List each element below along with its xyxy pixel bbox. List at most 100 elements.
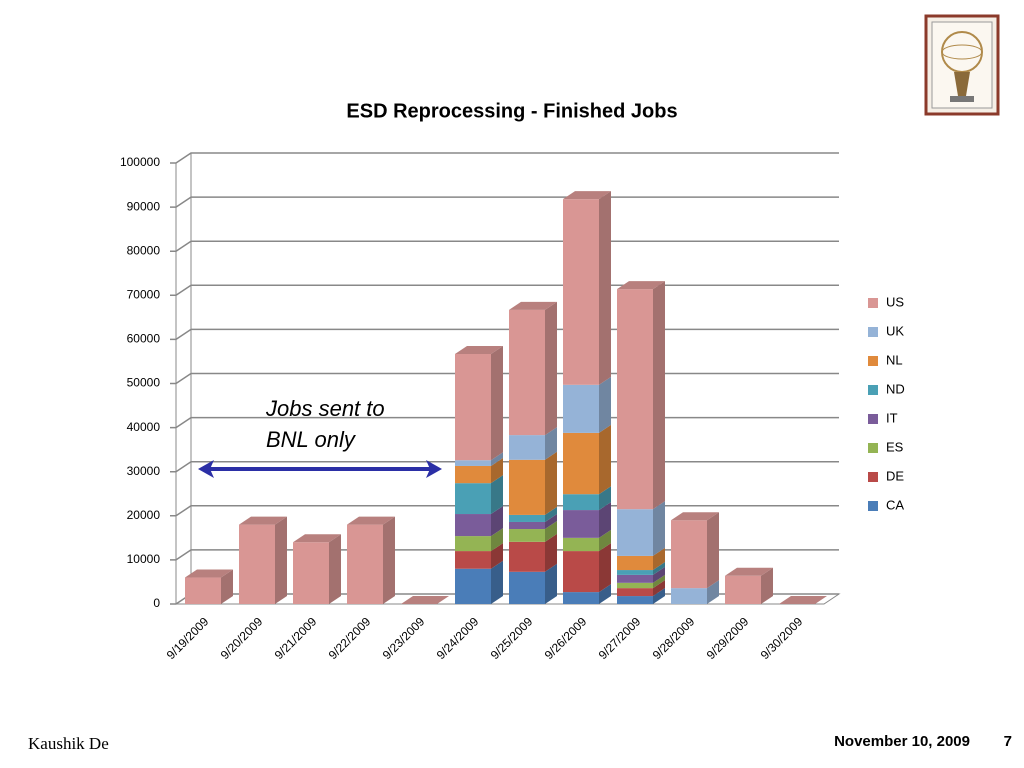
bar-side	[599, 543, 611, 593]
y-tick-label: 90000	[127, 199, 161, 213]
legend-label: CA	[886, 497, 904, 512]
legend-label: IT	[886, 410, 898, 425]
x-tick-label: 9/23/2009	[380, 614, 428, 662]
bar-side	[221, 569, 233, 604]
bar-top	[671, 512, 719, 521]
bar	[347, 524, 383, 604]
bar	[671, 588, 707, 604]
x-tick-label: 9/21/2009	[272, 614, 320, 662]
bar-side	[599, 529, 611, 552]
bar	[563, 432, 599, 495]
grid-line	[170, 196, 839, 208]
bar-side	[707, 512, 719, 589]
legend-label: UK	[886, 323, 904, 338]
bar-side	[653, 281, 665, 510]
bar	[563, 537, 599, 552]
bar-side	[545, 506, 557, 522]
chart-title: ESD Reprocessing - Finished Jobs	[346, 100, 677, 122]
bar-side	[545, 451, 557, 515]
y-tick-label: 70000	[127, 287, 161, 301]
y-tick-label: 60000	[127, 332, 161, 346]
bar-top	[401, 596, 449, 604]
bar	[671, 520, 707, 589]
bar-side	[383, 516, 395, 604]
x-tick-label: 9/30/2009	[758, 614, 806, 662]
bar-side	[653, 562, 665, 575]
x-tick-label: 9/24/2009	[434, 614, 482, 662]
logo	[924, 14, 1000, 116]
bar	[617, 574, 653, 583]
bar	[509, 571, 545, 604]
legend-swatch	[868, 356, 878, 366]
grid-line	[170, 240, 839, 252]
y-tick-label: 40000	[127, 420, 161, 434]
legend-swatch	[868, 298, 878, 308]
bar-side	[707, 580, 719, 604]
x-tick-label: 9/19/2009	[164, 614, 212, 662]
bar	[509, 514, 545, 522]
x-tick-label: 9/22/2009	[326, 614, 374, 662]
bar-side	[653, 566, 665, 583]
bar-side	[545, 513, 557, 530]
bar	[617, 509, 653, 556]
bar-side	[653, 574, 665, 589]
bar	[455, 460, 491, 466]
bar	[563, 384, 599, 433]
bar-top	[617, 281, 665, 290]
bar	[455, 353, 491, 461]
bar-side	[491, 475, 503, 515]
arrow-head	[198, 460, 214, 478]
bar-side	[545, 563, 557, 604]
grid-line	[170, 505, 839, 517]
bar-side	[491, 506, 503, 537]
x-tick-label: 9/28/2009	[650, 614, 698, 662]
bar	[563, 494, 599, 511]
bar-top	[563, 191, 611, 200]
grid-line	[170, 372, 839, 385]
x-tick-label: 9/20/2009	[218, 614, 266, 662]
bar	[509, 529, 545, 542]
bar	[455, 465, 491, 484]
x-tick-label: 9/29/2009	[704, 614, 752, 662]
page-number: 7	[1004, 733, 1012, 750]
arrow-head	[426, 460, 442, 478]
bar	[617, 570, 653, 575]
bar	[617, 596, 653, 604]
grid-line	[170, 152, 839, 164]
bar	[509, 435, 545, 460]
bar-side	[653, 588, 665, 604]
bar	[509, 521, 545, 530]
bar-top	[185, 569, 233, 578]
annotation: Jobs sent to BNL only	[198, 396, 442, 478]
grid-line	[170, 284, 839, 297]
bar	[563, 551, 599, 593]
bar	[293, 542, 329, 604]
bar-side	[599, 191, 611, 385]
legend-label: NL	[886, 352, 903, 367]
bar-top	[725, 567, 773, 576]
legend-label: US	[886, 294, 904, 309]
bar	[617, 289, 653, 510]
bar-side	[653, 580, 665, 597]
bar	[563, 510, 599, 538]
bar	[725, 575, 761, 604]
bar	[509, 541, 545, 572]
legend-label: DE	[886, 468, 904, 483]
bar-side	[491, 560, 503, 604]
bar-side	[491, 543, 503, 569]
bar-side	[545, 521, 557, 542]
footer-author: Kaushik De	[28, 734, 109, 753]
legend-swatch	[868, 501, 878, 511]
annotation-line: BNL only	[266, 427, 357, 452]
bar	[617, 582, 653, 589]
bar-side	[329, 534, 341, 604]
bar-side	[599, 424, 611, 495]
y-tick-label: 30000	[127, 464, 161, 478]
bar-side	[275, 516, 287, 604]
bar-top	[779, 596, 827, 604]
bar-side	[599, 376, 611, 433]
bar	[563, 199, 599, 385]
x-tick-label: 9/27/2009	[596, 614, 644, 662]
legend-label: ND	[886, 381, 905, 396]
